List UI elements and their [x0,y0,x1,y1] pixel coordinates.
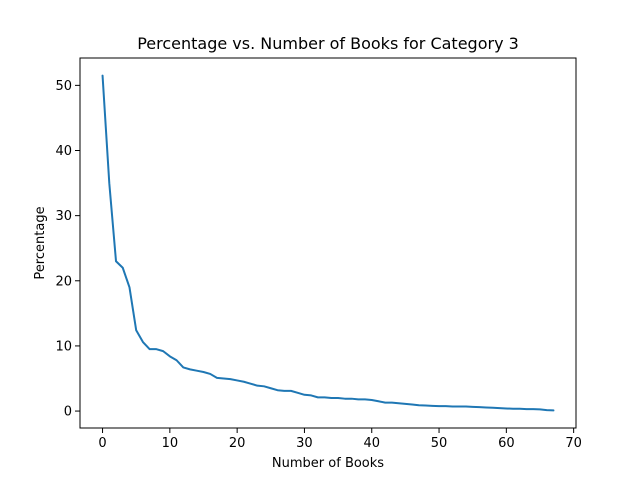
series-line [101,74,555,412]
y-tick-label: 30 [55,209,72,224]
y-tick-label: 10 [55,339,72,354]
x-tick-label: 20 [229,436,246,451]
axes-frame [79,57,577,429]
y-tick-label: 50 [55,79,72,94]
x-tick-label: 30 [296,436,313,451]
y-tick-label: 0 [64,405,72,420]
series-layer [101,74,555,412]
x-tick-label: 40 [363,436,380,451]
x-tick-label: 0 [98,436,106,451]
x-tick-label: 50 [431,436,448,451]
x-tick-label: 60 [498,436,515,451]
x-axis-ticks: 0 10 20 30 40 50 60 70 [98,428,582,451]
y-tick-label: 20 [55,274,72,289]
y-axis-label: Percentage [33,206,48,279]
x-axis-label: Number of Books [272,456,384,471]
plot-area: 0 10 20 30 40 50 60 70 0 10 20 30 40 50 [55,57,582,451]
x-tick-label: 10 [162,436,179,451]
y-tick-label: 40 [55,144,72,159]
chart-title: Percentage vs. Number of Books for Categ… [137,34,519,53]
x-tick-label: 70 [565,436,582,451]
y-axis-ticks: 0 10 20 30 40 50 [55,79,80,420]
